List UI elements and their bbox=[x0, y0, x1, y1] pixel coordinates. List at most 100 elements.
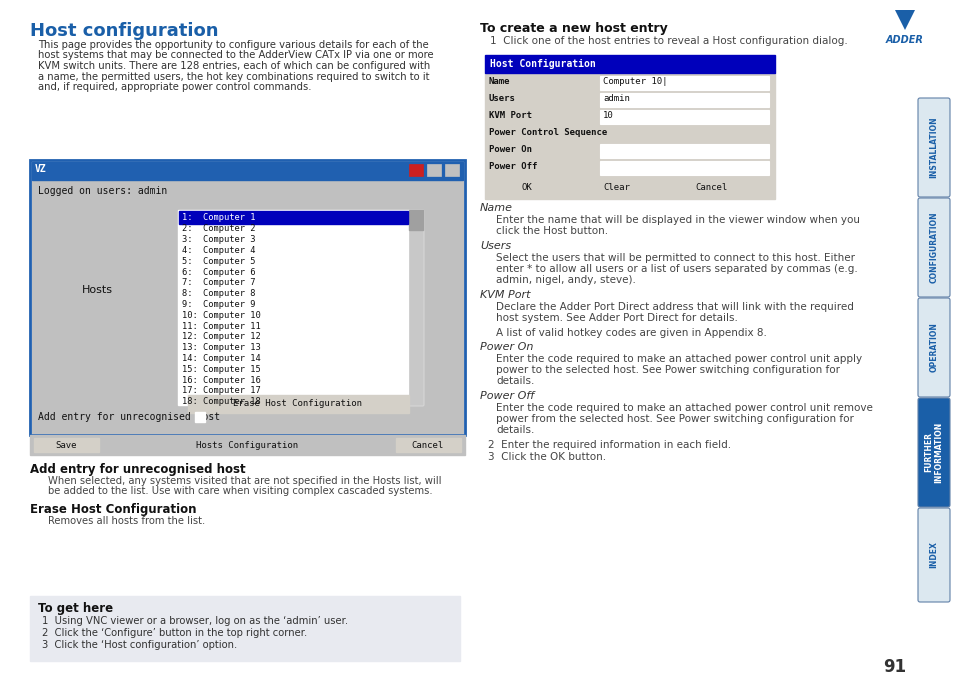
Bar bbox=[484, 73, 774, 199]
Text: OK: OK bbox=[521, 184, 532, 192]
Text: 10: Computer 10: 10: Computer 10 bbox=[182, 310, 260, 320]
Text: 7:  Computer 7: 7: Computer 7 bbox=[182, 278, 255, 288]
Text: 2  Click the ‘Configure’ button in the top right corner.: 2 Click the ‘Configure’ button in the to… bbox=[42, 628, 307, 638]
Text: Erase Host Configuration: Erase Host Configuration bbox=[30, 503, 196, 516]
Bar bbox=[179, 211, 408, 224]
Bar bbox=[599, 110, 768, 124]
Text: host system. See Adder Port Direct for details.: host system. See Adder Port Direct for d… bbox=[496, 313, 737, 323]
Text: host systems that may be connected to the AdderView CATx IP via one or more: host systems that may be connected to th… bbox=[38, 51, 434, 61]
Bar bbox=[30, 435, 464, 455]
Text: Cancel: Cancel bbox=[412, 441, 444, 450]
Text: When selected, any systems visited that are not specified in the Hosts list, wil: When selected, any systems visited that … bbox=[48, 476, 441, 486]
Text: INDEX: INDEX bbox=[928, 541, 938, 568]
Text: admin: admin bbox=[602, 94, 629, 103]
Text: 8:  Computer 8: 8: Computer 8 bbox=[182, 289, 255, 298]
Text: Host configuration: Host configuration bbox=[30, 22, 218, 40]
Text: admin, nigel, andy, steve).: admin, nigel, andy, steve). bbox=[496, 275, 636, 285]
Text: A list of valid hotkey codes are given in Appendix 8.: A list of valid hotkey codes are given i… bbox=[496, 328, 766, 338]
Text: Add entry for unrecognised host: Add entry for unrecognised host bbox=[38, 412, 220, 422]
Text: power from the selected host. See Power switching configuration for: power from the selected host. See Power … bbox=[496, 414, 853, 424]
Text: 2  Enter the required information in each field.: 2 Enter the required information in each… bbox=[488, 440, 730, 450]
Text: This page provides the opportunity to configure various details for each of the: This page provides the opportunity to co… bbox=[38, 40, 428, 50]
Text: click the Host button.: click the Host button. bbox=[496, 226, 607, 236]
Text: 4:  Computer 4: 4: Computer 4 bbox=[182, 246, 255, 255]
Text: VZ: VZ bbox=[35, 164, 47, 174]
Text: 11: Computer 11: 11: Computer 11 bbox=[182, 321, 260, 331]
Text: 5:  Computer 5: 5: Computer 5 bbox=[182, 256, 255, 266]
Text: 13: Computer 13: 13: Computer 13 bbox=[182, 343, 260, 352]
Text: details.: details. bbox=[496, 376, 534, 386]
Text: 12: Computer 12: 12: Computer 12 bbox=[182, 332, 260, 342]
Bar bbox=[32, 162, 462, 433]
FancyBboxPatch shape bbox=[917, 298, 949, 397]
Text: Clear: Clear bbox=[603, 184, 630, 192]
Text: details.: details. bbox=[496, 425, 534, 435]
Text: Enter the code required to make an attached power control unit remove: Enter the code required to make an attac… bbox=[496, 403, 872, 413]
Text: KVM Port: KVM Port bbox=[489, 111, 532, 120]
Bar bbox=[484, 55, 774, 73]
Bar bbox=[599, 93, 768, 107]
Bar bbox=[599, 144, 768, 158]
Text: To create a new host entry: To create a new host entry bbox=[479, 22, 667, 35]
Text: 6:  Computer 6: 6: Computer 6 bbox=[182, 267, 255, 277]
Text: 3  Click the ‘Host configuration’ option.: 3 Click the ‘Host configuration’ option. bbox=[42, 640, 237, 650]
Text: 1  Using VNC viewer or a browser, log on as the ‘admin’ user.: 1 Using VNC viewer or a browser, log on … bbox=[42, 616, 348, 626]
Text: be added to the list. Use with care when visiting complex cascaded systems.: be added to the list. Use with care when… bbox=[48, 487, 432, 497]
Text: Name: Name bbox=[489, 77, 510, 86]
Text: Select the users that will be permitted to connect to this host. Either: Select the users that will be permitted … bbox=[496, 253, 854, 263]
Text: a name, the permitted users, the hot key combinations required to switch to it: a name, the permitted users, the hot key… bbox=[38, 72, 429, 82]
Bar bbox=[194, 412, 205, 422]
Text: 18: Computer 18: 18: Computer 18 bbox=[182, 397, 260, 406]
Text: 16: Computer 16: 16: Computer 16 bbox=[182, 375, 260, 385]
FancyBboxPatch shape bbox=[917, 398, 949, 507]
Bar bbox=[395, 438, 460, 452]
Text: Power Off: Power Off bbox=[479, 391, 534, 401]
Text: 15: Computer 15: 15: Computer 15 bbox=[182, 364, 260, 374]
Text: 14: Computer 14: 14: Computer 14 bbox=[182, 354, 260, 363]
Text: 17: Computer 17: 17: Computer 17 bbox=[182, 386, 260, 396]
Bar bbox=[32, 162, 462, 180]
Text: Name: Name bbox=[479, 203, 513, 213]
Text: Host Configuration: Host Configuration bbox=[490, 59, 595, 69]
Bar bbox=[409, 210, 422, 230]
Text: KVM Port: KVM Port bbox=[479, 290, 530, 300]
Text: Power Off: Power Off bbox=[489, 162, 537, 171]
Text: Erase Host Configuration: Erase Host Configuration bbox=[233, 400, 362, 408]
Bar bbox=[679, 181, 744, 195]
Text: 1  Click one of the host entries to reveal a Host configuration dialog.: 1 Click one of the host entries to revea… bbox=[490, 36, 847, 46]
Text: Hosts: Hosts bbox=[82, 285, 112, 295]
Text: 1:  Computer 1: 1: Computer 1 bbox=[182, 213, 255, 223]
Bar bbox=[599, 161, 768, 175]
Text: Add entry for unrecognised host: Add entry for unrecognised host bbox=[30, 463, 245, 476]
Bar bbox=[409, 164, 422, 176]
FancyBboxPatch shape bbox=[917, 198, 949, 297]
Text: power to the selected host. See Power switching configuration for: power to the selected host. See Power sw… bbox=[496, 365, 840, 375]
Text: INSTALLATION: INSTALLATION bbox=[928, 116, 938, 178]
Text: OPERATION: OPERATION bbox=[928, 322, 938, 372]
Bar bbox=[30, 596, 459, 661]
Text: 3:  Computer 3: 3: Computer 3 bbox=[182, 235, 255, 244]
Text: Users: Users bbox=[489, 94, 516, 103]
Bar bbox=[495, 181, 559, 195]
Bar bbox=[584, 181, 649, 195]
Text: Cancel: Cancel bbox=[695, 184, 727, 192]
Text: To get here: To get here bbox=[38, 602, 113, 615]
Polygon shape bbox=[894, 10, 914, 30]
Text: Power On: Power On bbox=[489, 145, 532, 154]
Text: and, if required, appropriate power control commands.: and, if required, appropriate power cont… bbox=[38, 82, 312, 92]
Text: Enter the code required to make an attached power control unit apply: Enter the code required to make an attac… bbox=[496, 354, 862, 364]
Text: 9:  Computer 9: 9: Computer 9 bbox=[182, 300, 255, 309]
Text: Computer 10|: Computer 10| bbox=[602, 77, 667, 86]
Text: ADDER: ADDER bbox=[885, 35, 923, 45]
Text: FURTHER
INFORMATION: FURTHER INFORMATION bbox=[923, 421, 943, 483]
Text: 10: 10 bbox=[602, 111, 613, 120]
Bar bbox=[444, 164, 458, 176]
Bar bbox=[599, 76, 768, 90]
Text: Hosts Configuration: Hosts Configuration bbox=[195, 441, 297, 450]
Bar bbox=[30, 160, 464, 435]
Text: CONFIGURATION: CONFIGURATION bbox=[928, 211, 938, 283]
Bar bbox=[427, 164, 440, 176]
Text: Power On: Power On bbox=[479, 342, 533, 352]
Text: 91: 91 bbox=[882, 658, 905, 675]
Text: Logged on users: admin: Logged on users: admin bbox=[38, 186, 167, 196]
